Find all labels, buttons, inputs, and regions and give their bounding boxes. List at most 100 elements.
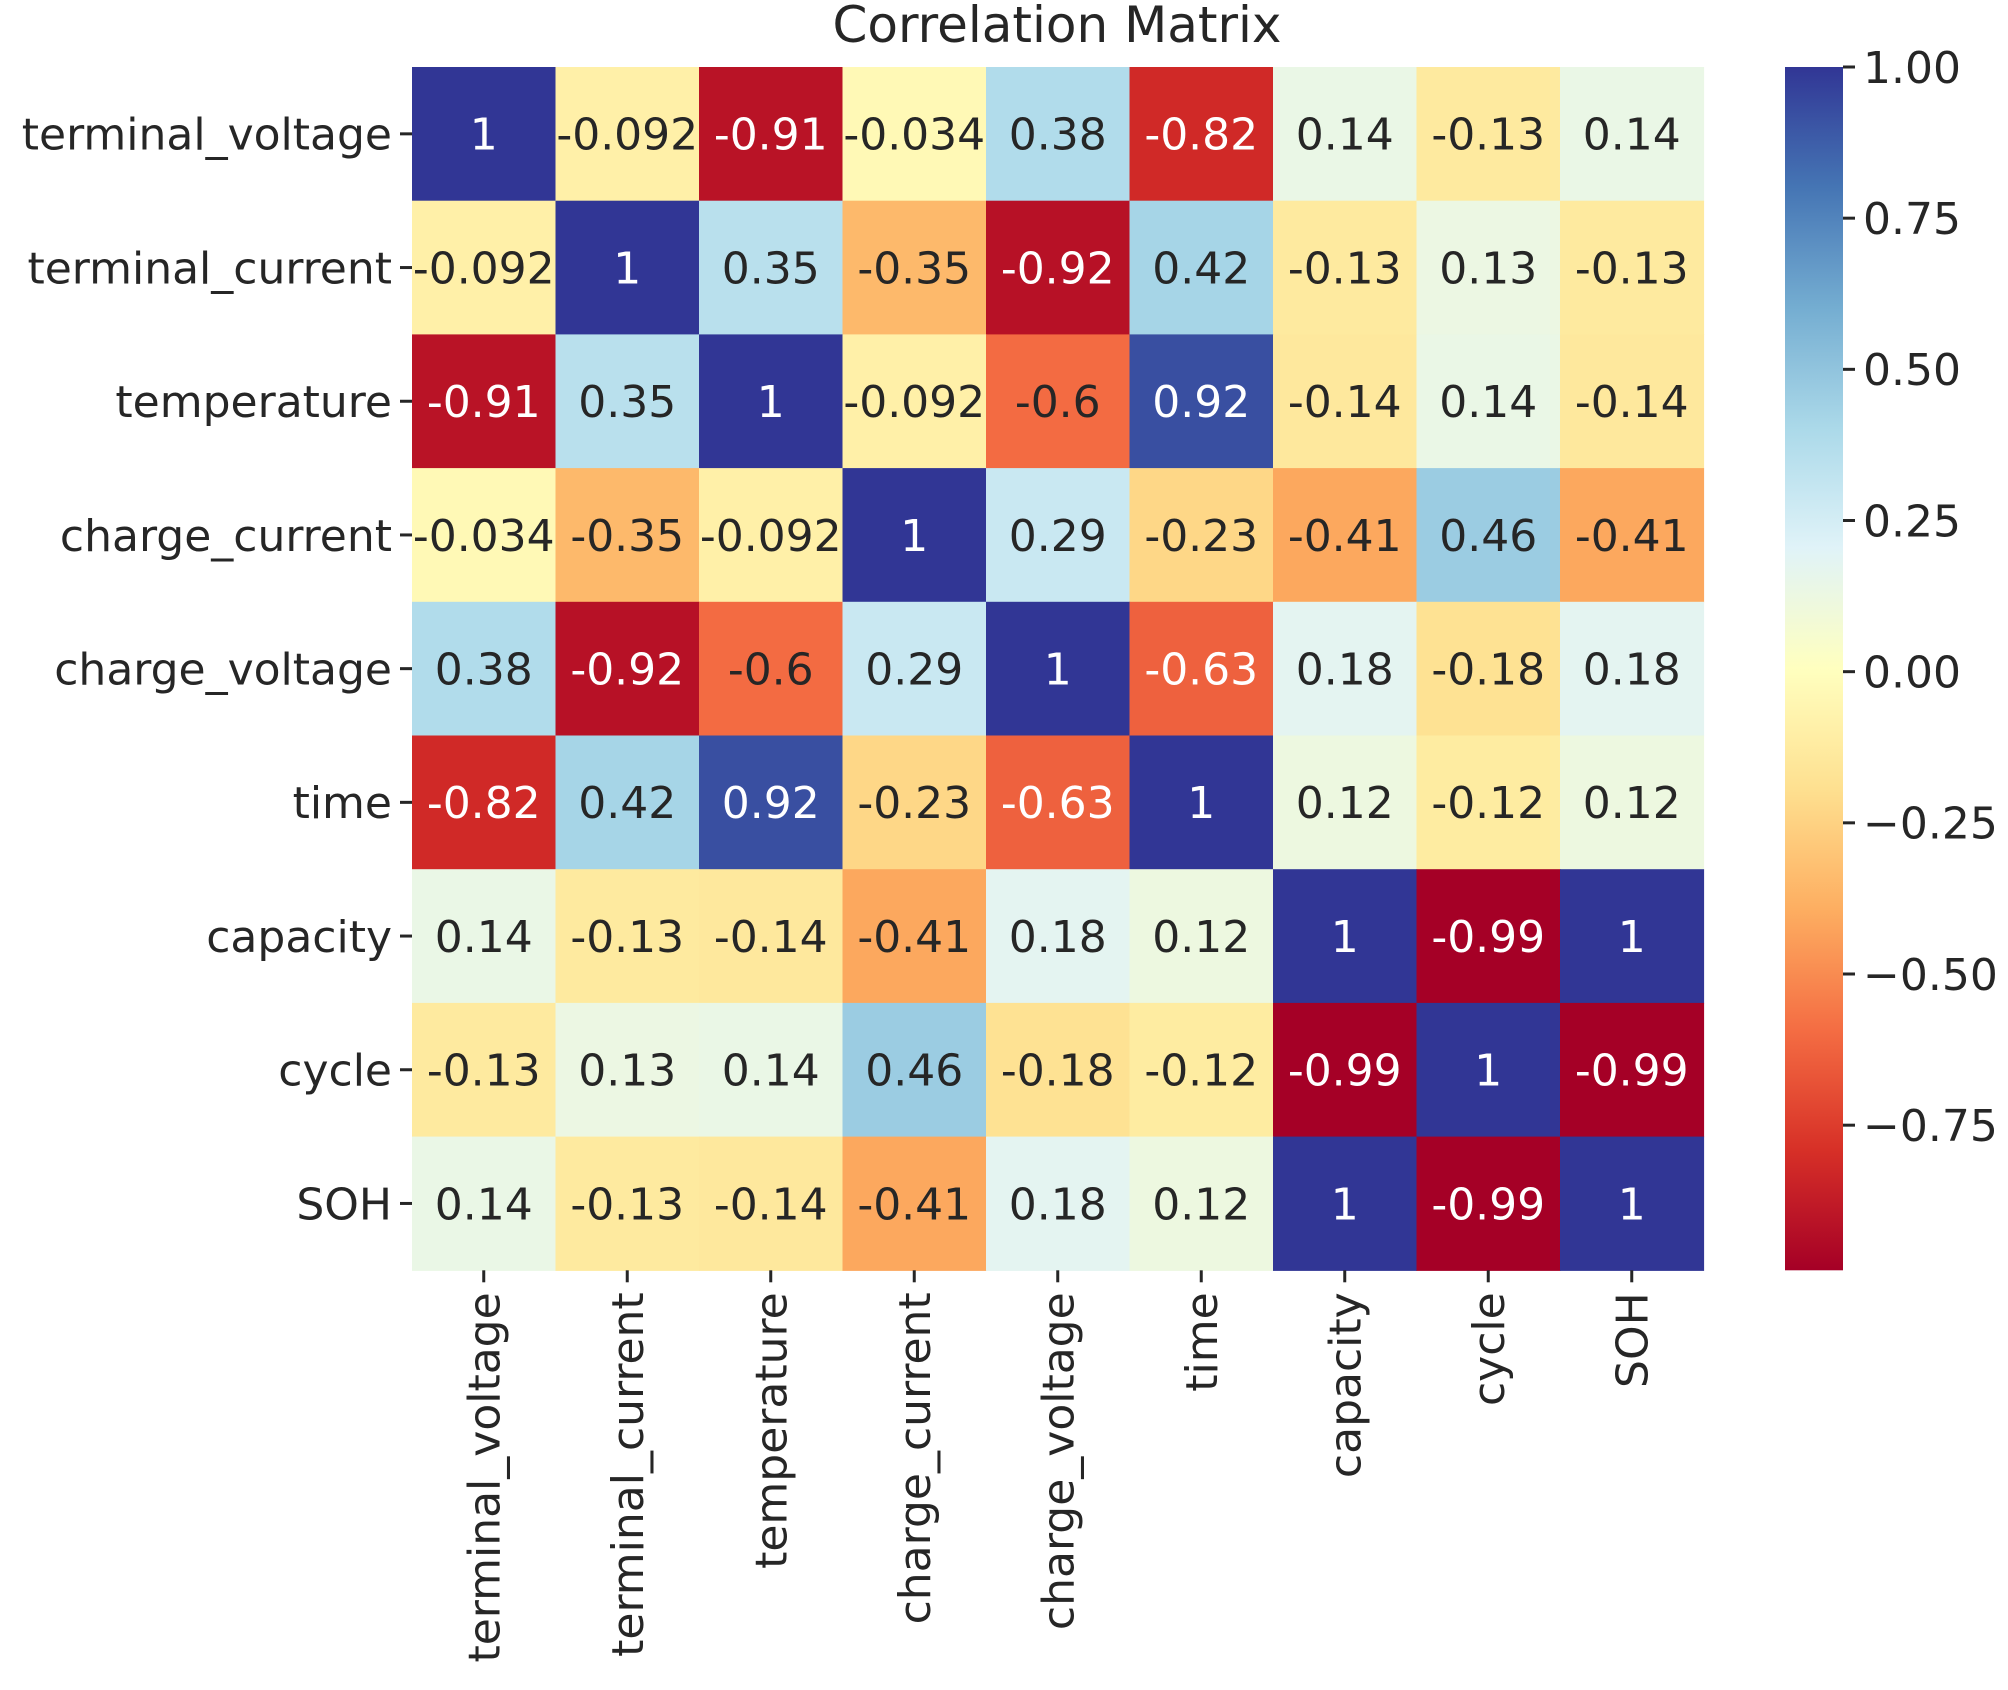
cell-annotation: -0.91	[427, 377, 541, 428]
y-tick-label: charge_current	[60, 511, 392, 562]
colorbar-tick-label: 1.00	[1863, 43, 1961, 94]
heatmap-cell	[555, 601, 700, 737]
heatmap-cell	[1129, 334, 1274, 469]
cell-annotation: 0.12	[1583, 778, 1681, 829]
cell-annotation: 0.14	[435, 1179, 533, 1230]
heatmap-cell	[1129, 601, 1274, 737]
colorbar: 1.00 0.75 0.50 0.25 0.00 −0.25 −0.50 −0.75	[1785, 43, 1998, 1271]
heatmap-cell	[842, 601, 987, 737]
y-tick-label: temperature	[115, 377, 392, 428]
cell-annotation: -0.13	[1575, 243, 1689, 294]
heatmap-cell	[412, 468, 557, 603]
heatmap-cell	[699, 468, 844, 603]
colorbar-tick-label: 0.00	[1863, 648, 1961, 699]
cell-annotation: -0.13	[427, 1046, 541, 1097]
x-tick-label: temperature	[747, 1292, 798, 1569]
cell-annotation: -0.092	[413, 243, 555, 294]
heatmap-cell	[986, 601, 1131, 737]
cell-annotation: 0.46	[865, 1046, 963, 1097]
heatmap-cell	[986, 334, 1131, 469]
cell-annotation: 0.35	[578, 377, 676, 428]
colorbar-tick-label: −0.50	[1863, 950, 1998, 1001]
cell-annotation: 1	[1474, 1046, 1502, 1097]
cell-annotation: -0.18	[1431, 644, 1545, 695]
heatmap-cell	[1273, 334, 1418, 469]
cell-annotation: 1	[900, 511, 928, 562]
cell-annotation: 0.92	[1152, 377, 1250, 428]
cell-annotation: -0.92	[570, 644, 684, 695]
heatmap-cell	[1416, 735, 1561, 870]
cell-annotation: 0.14	[435, 912, 533, 963]
colorbar-gradient	[1785, 67, 1843, 1271]
cell-annotation: 0.14	[722, 1046, 820, 1097]
heatmap-cell	[1560, 869, 1705, 1004]
x-tick-labels: terminal_voltage terminal_current temperat…	[460, 1270, 1659, 1663]
cell-annotation: -0.13	[570, 912, 684, 963]
cell-annotation: -0.63	[1001, 778, 1115, 829]
heatmap-cell	[412, 1136, 557, 1271]
heatmap-cell	[555, 735, 700, 870]
heatmap-cell	[412, 869, 557, 1004]
cell-annotation: 1	[470, 110, 498, 161]
cell-annotation: -0.6	[728, 644, 814, 695]
cell-annotation: 1	[1618, 1179, 1646, 1230]
x-tick-label: capacity	[1321, 1292, 1372, 1478]
heatmap-cell	[699, 67, 844, 202]
heatmap-cell	[555, 334, 700, 469]
cell-annotation: -0.6	[1015, 377, 1101, 428]
heatmap-cell	[699, 200, 844, 335]
y-tick-label: SOH	[296, 1179, 392, 1230]
heatmap-cell	[1129, 67, 1274, 202]
cell-annotation: -0.092	[700, 511, 842, 562]
heatmap-cell	[1560, 200, 1705, 335]
cell-annotation: -0.092	[556, 110, 698, 161]
cell-annotation: -0.23	[1144, 511, 1258, 562]
y-tick-label: charge_voltage	[54, 644, 392, 695]
heatmap-cell	[412, 1002, 557, 1138]
cell-annotation: 1	[613, 243, 641, 294]
cell-annotation: 0.13	[1439, 243, 1537, 294]
cell-annotation: -0.18	[1001, 1046, 1115, 1097]
cell-annotation: -0.14	[714, 912, 828, 963]
heatmap-annotations: 1 -0.092 -0.91 -0.034 0.38 -0.82 0.14 -0.13 0.14…	[413, 110, 1689, 1231]
cell-annotation: 0.35	[722, 243, 820, 294]
heatmap-cell	[1416, 601, 1561, 737]
heatmap-cell	[1273, 67, 1418, 202]
x-tick-label: terminal_current	[603, 1292, 654, 1657]
x-tick-label: terminal_voltage	[460, 1292, 511, 1662]
cell-annotation: -0.14	[1288, 377, 1402, 428]
heatmap-cell	[699, 869, 844, 1004]
heatmap-cell	[412, 334, 557, 469]
cell-annotation: -0.12	[1431, 778, 1545, 829]
cell-annotation: -0.41	[1288, 511, 1402, 562]
cell-annotation: 0.12	[1152, 1179, 1250, 1230]
cell-annotation: 1	[1044, 644, 1072, 695]
cell-annotation: -0.41	[1575, 511, 1689, 562]
heatmap-cell	[986, 869, 1131, 1004]
cell-annotation: 1	[1618, 912, 1646, 963]
cell-annotation: 0.92	[722, 778, 820, 829]
cell-annotation: 0.13	[578, 1046, 676, 1097]
heatmap-cells	[412, 67, 1705, 1271]
heatmap-cell	[1273, 200, 1418, 335]
cell-annotation: -0.41	[857, 1179, 971, 1230]
heatmap-cell	[1273, 1002, 1418, 1138]
heatmap-cell	[555, 468, 700, 603]
heatmap-cell	[842, 735, 987, 870]
heatmap-cell	[842, 200, 987, 335]
heatmap-cell	[699, 601, 844, 737]
heatmap-cell	[1129, 1002, 1274, 1138]
heatmap-cell	[1416, 334, 1561, 469]
cell-annotation: -0.12	[1144, 1046, 1258, 1097]
cell-annotation: -0.14	[1575, 377, 1689, 428]
heatmap-cell	[986, 67, 1131, 202]
y-tick-label: capacity	[206, 912, 392, 963]
colorbar-tick-label: 0.50	[1863, 345, 1961, 396]
x-tick-label: charge_voltage	[1034, 1292, 1085, 1630]
heatmap-cell	[412, 735, 557, 870]
y-tick-label: time	[293, 778, 392, 829]
cell-annotation: -0.13	[1288, 243, 1402, 294]
heatmap-cell	[412, 601, 557, 737]
cell-annotation: 0.14	[1439, 377, 1537, 428]
